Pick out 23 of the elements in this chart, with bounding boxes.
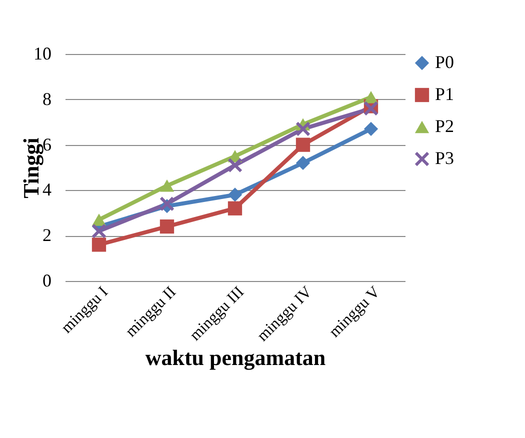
point (92, 238, 106, 252)
point (228, 188, 242, 202)
legend-label: P3 (435, 148, 454, 168)
point (364, 122, 378, 136)
point (296, 156, 310, 170)
legend-label: P1 (435, 84, 454, 104)
legend-label: P2 (435, 116, 454, 136)
point (160, 180, 174, 192)
y-tick-label: 6 (42, 134, 52, 154)
point (160, 219, 174, 234)
y-tick-label: 2 (42, 225, 52, 246)
y-tick-label: 8 (42, 88, 52, 109)
y-tick-label: 10 (34, 44, 52, 64)
point (296, 122, 310, 136)
point (296, 138, 310, 152)
y-tick-label: 0 (42, 270, 52, 290)
x-axis-title: waktu pengamatan (145, 345, 326, 370)
point (160, 196, 174, 211)
y-tick-label: 4 (42, 180, 52, 200)
point (228, 158, 242, 172)
y-axis-title: Tinggi (18, 138, 44, 198)
legend-label: P0 (435, 52, 454, 72)
point (228, 201, 242, 216)
